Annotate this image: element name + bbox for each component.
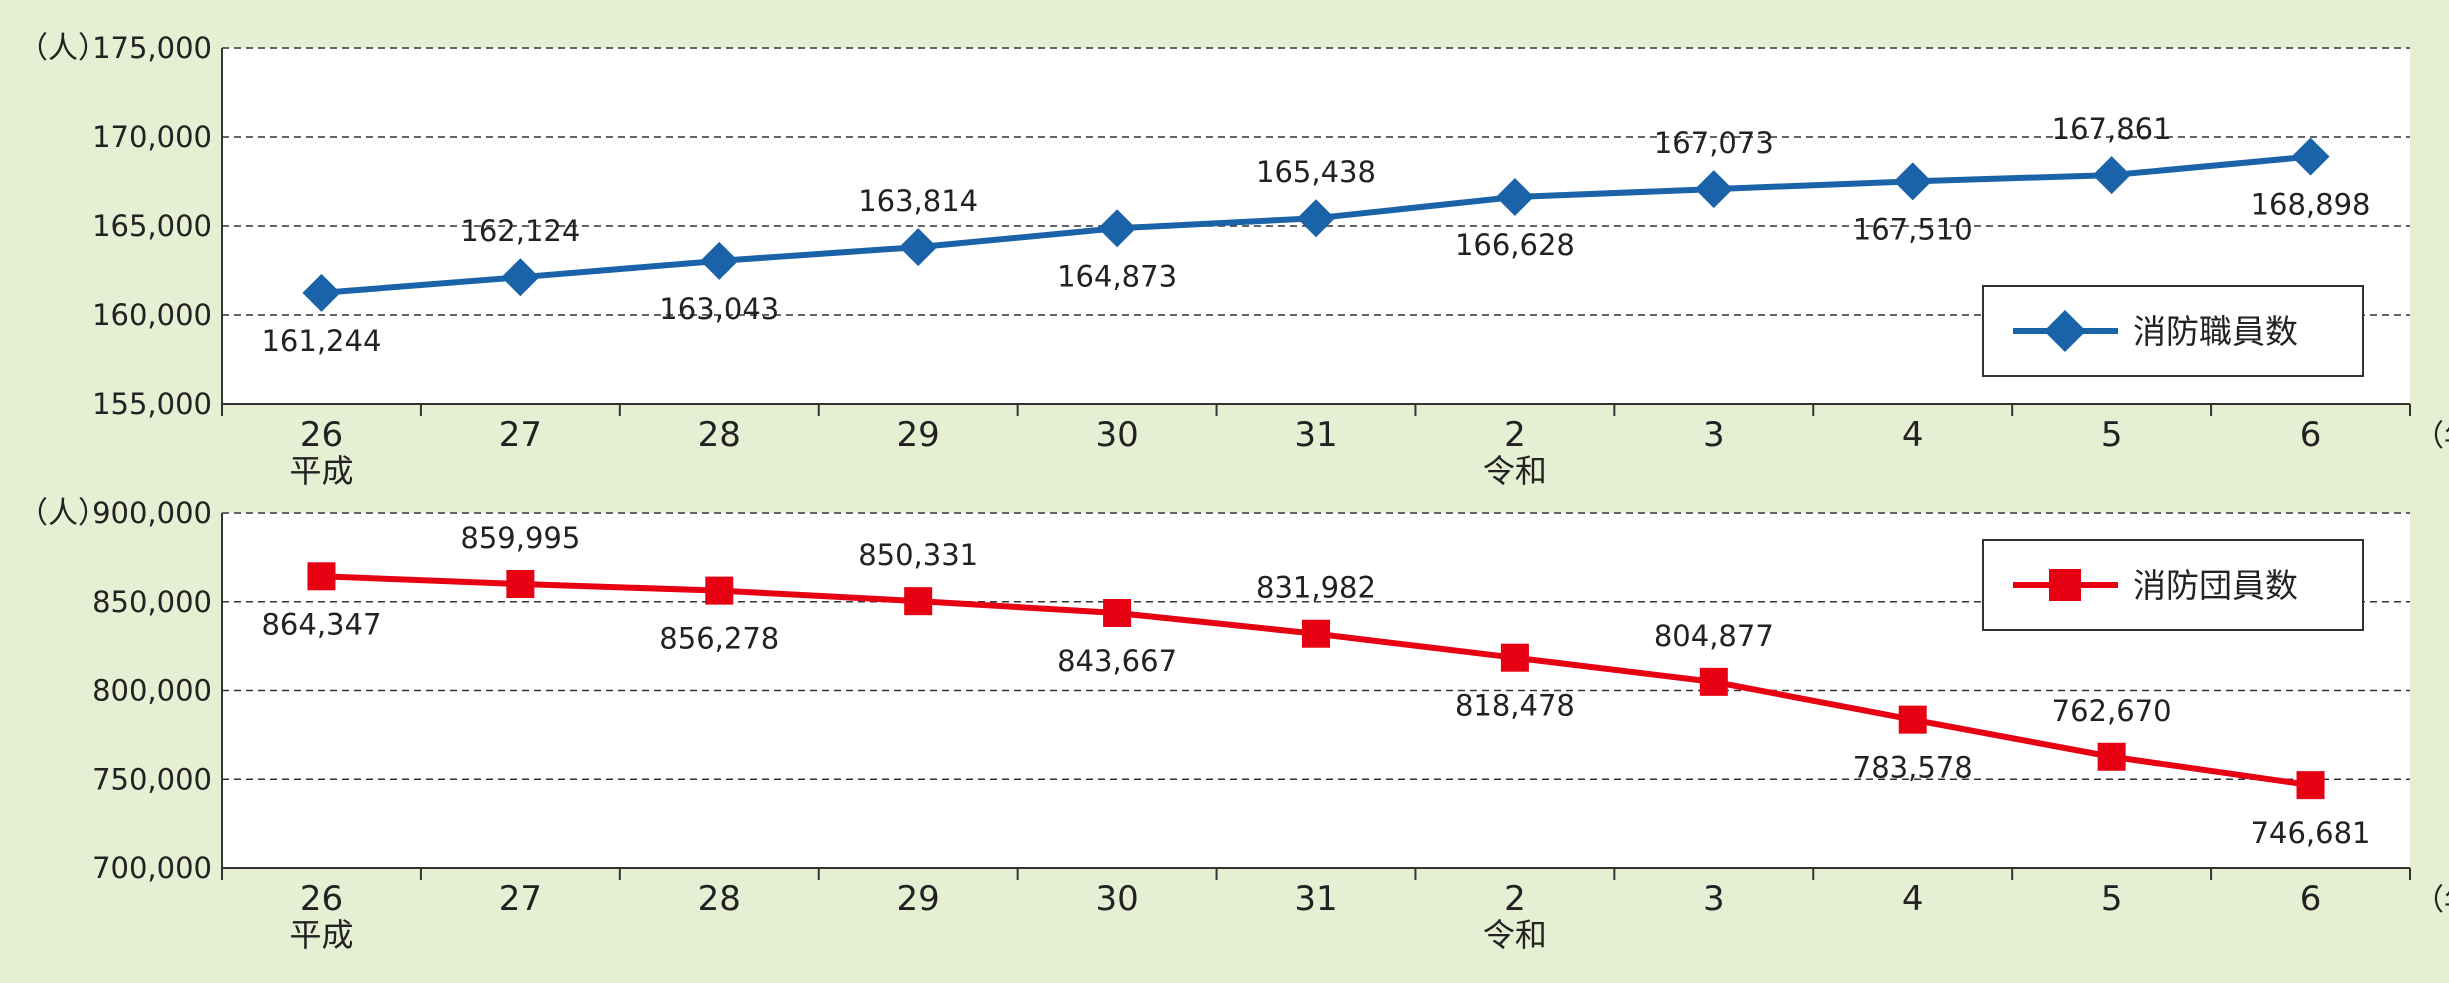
x-tick-label: 6 bbox=[2300, 879, 2322, 919]
data-label: 165,438 bbox=[1256, 155, 1376, 189]
data-point-marker bbox=[1297, 199, 1335, 238]
x-tick-label: 29 bbox=[897, 415, 940, 455]
x-tick-label: 28 bbox=[698, 879, 741, 919]
x-tick-label: 26 bbox=[300, 879, 343, 919]
data-point-marker bbox=[1103, 598, 1132, 627]
y-tick-label: 700,000 bbox=[92, 851, 212, 885]
data-label: 167,861 bbox=[2052, 112, 2172, 146]
era-label: 令和 bbox=[1483, 916, 1547, 954]
data-label: 164,873 bbox=[1057, 259, 1177, 293]
data-point-marker bbox=[1302, 619, 1330, 648]
data-label: 804,877 bbox=[1654, 619, 1774, 653]
era-label: 平成 bbox=[289, 452, 353, 490]
y-tick-label: 155,000 bbox=[92, 387, 212, 421]
data-point-marker bbox=[307, 562, 336, 591]
data-label: 843,667 bbox=[1057, 644, 1177, 678]
y-tick-label: 900,000 bbox=[92, 496, 212, 530]
data-point-marker bbox=[1098, 209, 1137, 248]
data-label: 859,995 bbox=[460, 521, 580, 555]
data-label: 783,578 bbox=[1853, 751, 1973, 785]
x-tick-label: 5 bbox=[2101, 879, 2123, 919]
data-point-marker bbox=[904, 587, 933, 616]
data-label: 762,670 bbox=[2052, 694, 2172, 728]
y-unit-label: （人） bbox=[18, 31, 108, 66]
data-point-marker bbox=[2296, 771, 2325, 800]
data-point-marker bbox=[501, 258, 540, 297]
data-label: 831,982 bbox=[1256, 571, 1376, 605]
y-unit-label: （人） bbox=[18, 496, 108, 531]
y-tick-label: 175,000 bbox=[92, 31, 212, 65]
x-tick-label: 4 bbox=[1902, 415, 1924, 455]
data-label: 818,478 bbox=[1455, 689, 1575, 723]
x-unit-label: （年） bbox=[2414, 883, 2449, 918]
data-point-marker bbox=[705, 576, 734, 605]
data-point-marker bbox=[1893, 162, 1932, 201]
data-point-marker bbox=[700, 241, 739, 280]
y-tick-label: 750,000 bbox=[92, 762, 212, 796]
data-label: 167,510 bbox=[1853, 212, 1973, 246]
data-point-marker bbox=[1694, 170, 1733, 209]
data-label: 161,244 bbox=[261, 324, 381, 358]
y-tick-label: 170,000 bbox=[92, 120, 212, 154]
x-tick-label: 28 bbox=[698, 415, 741, 455]
era-label: 平成 bbox=[289, 916, 353, 954]
data-label: 163,043 bbox=[659, 292, 779, 326]
x-tick-label: 2 bbox=[1504, 415, 1526, 455]
x-tick-label: 27 bbox=[499, 879, 542, 919]
x-tick-label: 31 bbox=[1294, 415, 1337, 455]
data-label: 168,898 bbox=[2251, 188, 2371, 222]
y-tick-label: 850,000 bbox=[92, 585, 212, 619]
x-tick-label: 30 bbox=[1095, 879, 1138, 919]
x-tick-label: 26 bbox=[300, 415, 343, 455]
legend-label: 消防職員数 bbox=[2133, 312, 2298, 351]
data-point-marker bbox=[1898, 705, 1927, 734]
data-label: 163,814 bbox=[858, 184, 978, 218]
data-point-marker bbox=[1500, 643, 1529, 672]
y-tick-label: 800,000 bbox=[92, 674, 212, 708]
x-tick-label: 3 bbox=[1703, 415, 1725, 455]
x-tick-label: 5 bbox=[2101, 415, 2123, 455]
x-unit-label: （年） bbox=[2414, 419, 2449, 454]
era-label: 令和 bbox=[1483, 452, 1547, 490]
x-tick-label: 6 bbox=[2300, 415, 2322, 455]
data-point-marker bbox=[899, 228, 938, 267]
x-tick-label: 27 bbox=[499, 415, 542, 455]
data-label: 850,331 bbox=[858, 538, 978, 572]
data-label: 166,628 bbox=[1455, 228, 1575, 262]
legend-marker bbox=[2044, 310, 2086, 352]
x-tick-label: 4 bbox=[1902, 879, 1924, 919]
staff-chart-panel: 155,000160,000165,000170,000175,000（人）26… bbox=[18, 31, 2449, 490]
legend-marker bbox=[2049, 569, 2081, 601]
x-tick-label: 3 bbox=[1703, 879, 1725, 919]
x-tick-label: 31 bbox=[1294, 879, 1337, 919]
y-tick-label: 160,000 bbox=[92, 298, 212, 332]
data-point-marker bbox=[506, 570, 535, 599]
data-point-marker bbox=[302, 273, 341, 312]
data-label: 856,278 bbox=[659, 622, 779, 656]
x-tick-label: 29 bbox=[897, 879, 940, 919]
x-tick-label: 30 bbox=[1095, 415, 1138, 455]
data-label: 746,681 bbox=[2251, 816, 2371, 850]
data-point-marker bbox=[1495, 178, 1534, 217]
volunteer-chart-panel: 700,000750,000800,000850,000900,000（人）26… bbox=[18, 496, 2449, 954]
data-point-marker bbox=[2097, 742, 2126, 771]
data-point-marker bbox=[2291, 137, 2330, 176]
x-tick-label: 2 bbox=[1504, 879, 1526, 919]
legend-label: 消防団員数 bbox=[2133, 566, 2298, 605]
y-tick-label: 165,000 bbox=[92, 209, 212, 243]
data-point-marker bbox=[1699, 667, 1728, 696]
data-label: 864,347 bbox=[261, 607, 381, 641]
data-label: 167,073 bbox=[1654, 126, 1774, 160]
data-point-marker bbox=[2092, 156, 2131, 195]
data-label: 162,124 bbox=[460, 214, 580, 248]
